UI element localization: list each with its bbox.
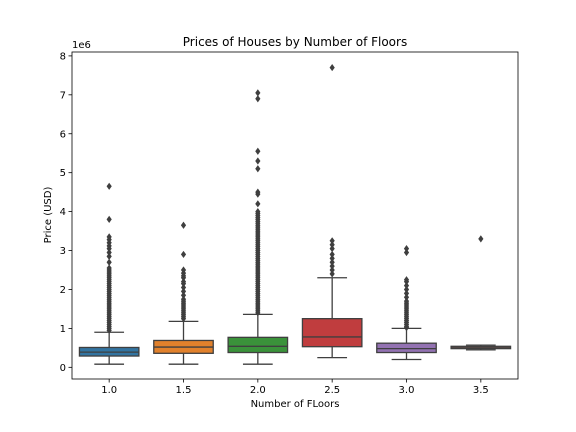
y-tick-label: 4 [60,207,66,218]
box-group-3-5 [450,235,512,351]
outlier-point [255,188,261,196]
y-tick-label: 8 [60,51,66,62]
outlier-group [403,244,410,332]
outlier-point [403,297,410,305]
outlier-point [180,250,187,259]
outlier-point [329,262,335,270]
outlier-point [329,270,335,278]
outlier-group [478,235,484,243]
outlier-point [180,278,187,286]
y-tick-label: 6 [60,129,66,140]
y-tick-label: 5 [60,168,66,179]
outlier-point [329,63,335,72]
outlier-point [180,283,187,292]
y-tick-label: 3 [60,246,66,257]
outlier-point [106,258,112,266]
box-group-1-0 [78,182,140,365]
chart-marks [78,63,512,365]
box-group-1-5 [153,221,214,365]
x-axis-label: Number of FLoors [251,399,340,410]
y-axis: 0 1 2 3 4 5 6 7 8 [60,51,72,374]
outlier-point [106,248,112,257]
y-axis-offset-label: 1e6 [72,40,91,51]
outlier-point [403,285,410,294]
outlier-point [329,254,335,262]
outlier-point [403,244,410,253]
x-tick-label: 1.5 [176,385,192,396]
x-tick-label: 2.0 [250,385,266,396]
outlier-point [255,95,261,103]
outlier-point [403,248,410,257]
outlier-point [403,293,410,301]
outlier-point [403,281,410,290]
outlier-point [403,289,410,297]
iqr-box [227,336,289,354]
outlier-point [329,244,335,253]
y-tick-label: 0 [60,363,66,374]
outlier-point [180,287,187,296]
plot-frame [71,51,519,380]
outlier-point [106,264,112,272]
plot-background [72,52,518,379]
outlier-point [255,200,261,208]
outlier-point [180,266,187,274]
outlier-point [180,295,187,303]
x-tick-label: 1.0 [101,385,117,396]
y-tick-label: 2 [60,285,66,296]
outlier-point [255,165,261,173]
outlier-group [180,221,187,323]
x-tick-label: 2.5 [324,385,340,396]
x-axis: 1.0 1.5 2.0 2.5 3.0 3.5 [101,379,489,396]
box-group-2-5 [301,63,363,359]
iqr-box [376,342,437,354]
outlier-group [329,63,335,278]
outlier-point [403,276,410,284]
outlier-point [106,233,112,241]
outlier-point [255,147,261,155]
outlier-point [255,208,261,216]
outlier-point [478,235,484,243]
outlier-point [255,157,261,165]
outlier-point [255,89,261,97]
outlier-point [329,250,335,259]
y-axis-label: Price (USD) [43,187,54,244]
outlier-point [329,266,335,274]
outlier-point [106,182,112,190]
outlier-point [180,291,187,299]
outlier-point [106,215,112,223]
outlier-point [106,252,112,260]
box-group-3-0 [376,244,437,361]
outlier-group [255,89,261,317]
iqr-box [301,318,363,348]
outlier-point [180,221,187,229]
y-tick-label: 1 [60,324,66,335]
y-tick-label: 7 [60,90,66,101]
outlier-point [329,237,335,245]
x-tick-label: 3.0 [399,385,415,396]
x-tick-label: 3.5 [473,385,489,396]
outlier-group [106,182,112,334]
outlier-point [329,258,335,266]
outlier-point [329,241,335,249]
chart-title: Prices of Houses by Number of Floors [183,35,407,49]
box-group-2-0 [227,89,289,365]
